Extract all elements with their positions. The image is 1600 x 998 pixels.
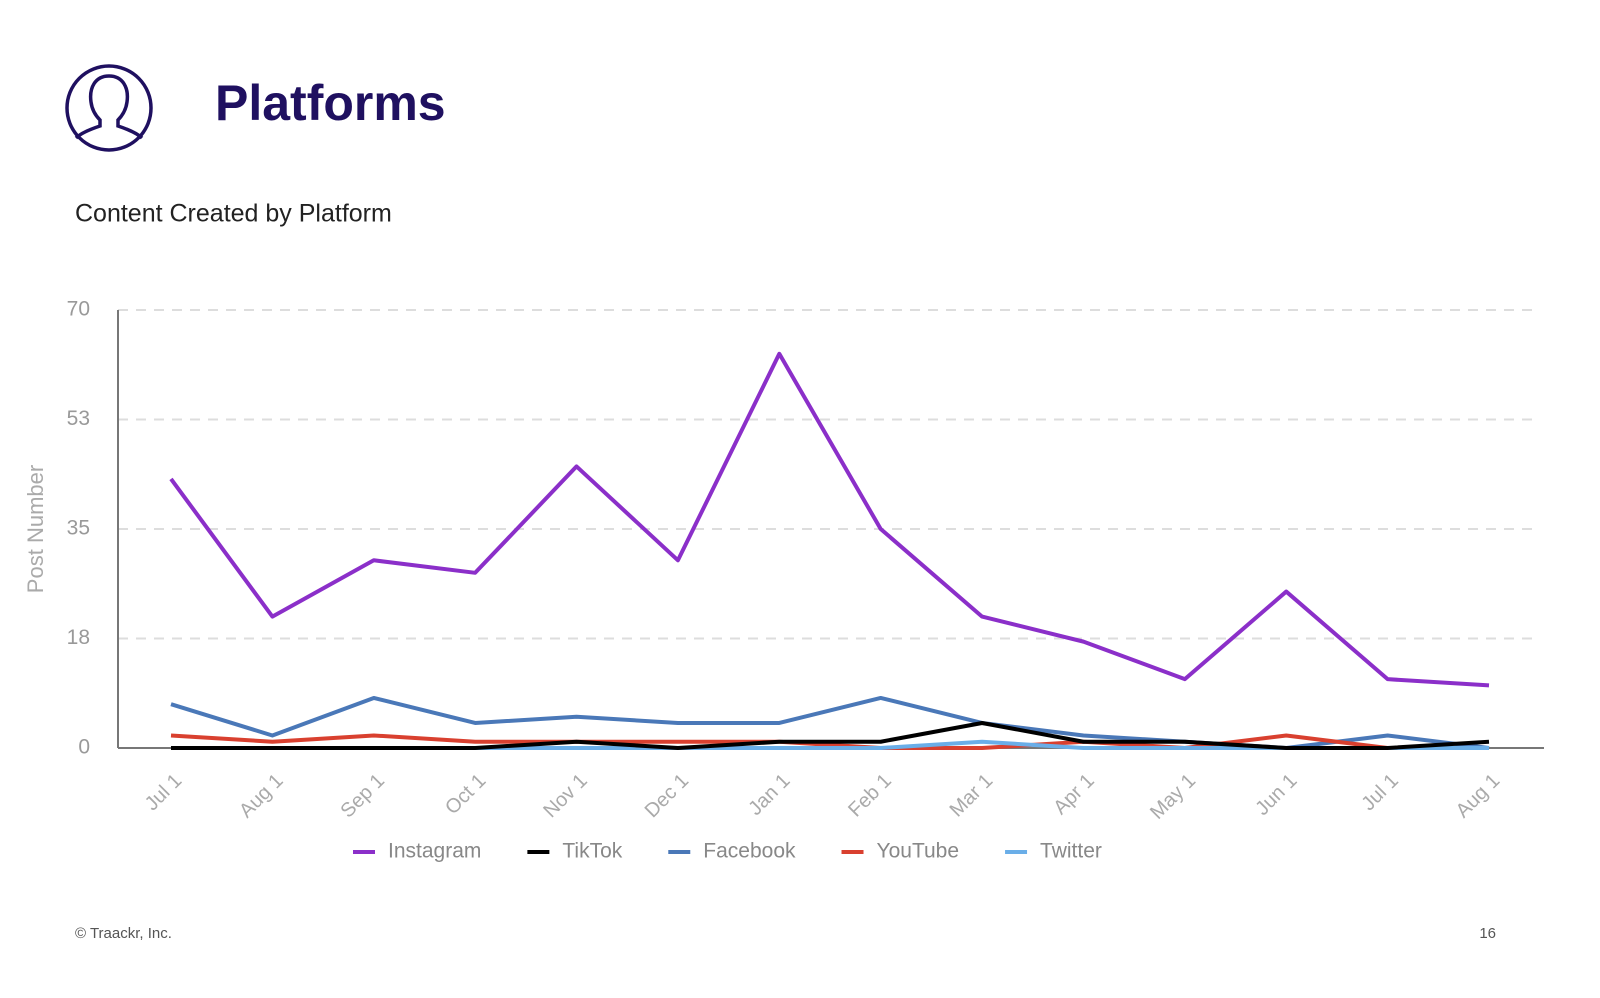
- x-tick-label: Nov 1: [539, 770, 592, 823]
- x-tick-label: Apr 1: [1049, 770, 1098, 819]
- y-tick-label: 70: [67, 298, 90, 321]
- series-line: [171, 720, 1490, 750]
- x-tick-label: Sep 1: [337, 770, 390, 823]
- x-tick-label: Aug 1: [235, 770, 288, 823]
- legend-label: Facebook: [703, 840, 796, 863]
- x-tick-label: Jan 1: [744, 770, 794, 820]
- x-tick-label: Dec 1: [641, 770, 694, 823]
- legend-label: YouTube: [877, 840, 960, 863]
- y-tick-label: 18: [67, 626, 90, 649]
- legend-label: Twitter: [1040, 840, 1102, 863]
- plot: 0 18 35 53 70 Jul 1 Aug 1 Sep 1 Oct 1 Nov 1 Dec 1 J…: [67, 298, 1544, 863]
- chart-subtitle: Content Created by Platform: [75, 200, 392, 228]
- y-tick-label: 53: [67, 407, 90, 430]
- y-tick-label: 35: [67, 517, 90, 540]
- x-tick-label: May 1: [1146, 770, 1200, 824]
- copyright: © Traackr, Inc.: [75, 925, 172, 942]
- x-tick-label: Feb 1: [844, 770, 896, 822]
- legend-label: Instagram: [388, 840, 481, 863]
- x-tick-label: Oct 1: [441, 770, 490, 819]
- x-tick-label: Mar 1: [946, 770, 998, 822]
- series-line: [170, 733, 1489, 750]
- user-icon: [65, 64, 153, 152]
- x-tick-label: Jul 1: [141, 770, 186, 815]
- page-title: Platforms: [215, 75, 446, 131]
- x-tick-label: Aug 1: [1452, 770, 1505, 823]
- y-tick-label: 0: [78, 736, 90, 759]
- x-tick-label: Jul 1: [1357, 770, 1402, 815]
- page-number: 16: [1479, 925, 1496, 942]
- x-tick-label: Jun 1: [1251, 770, 1301, 820]
- legend-label: TikTok: [562, 840, 622, 863]
- y-axis-label: Post Number: [23, 465, 48, 593]
- series-line: [169, 351, 1490, 688]
